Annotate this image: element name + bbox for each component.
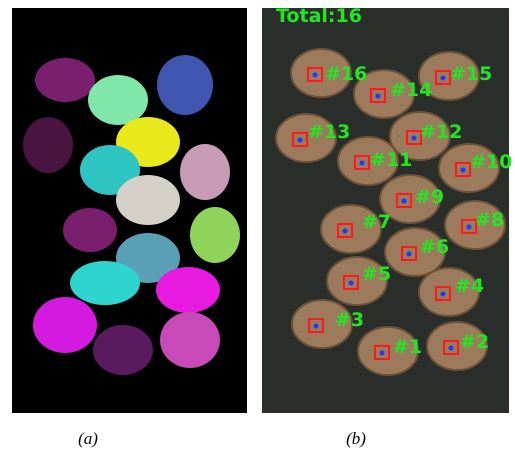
center-dot xyxy=(467,225,472,230)
center-dot xyxy=(461,168,466,173)
center-dot xyxy=(298,138,303,143)
segment-blob xyxy=(116,175,180,225)
center-dot xyxy=(441,76,446,81)
segment-blob xyxy=(93,325,153,375)
object-label: #3 xyxy=(335,309,364,331)
object-label: #1 xyxy=(393,336,422,358)
object-label: #5 xyxy=(362,263,391,285)
figure: #1#2#3#4#5#6#7#8#9#10#11#12#13#14#15#16 … xyxy=(0,0,515,450)
segment-blob xyxy=(180,144,230,200)
center-dot xyxy=(360,161,365,166)
object-label: #9 xyxy=(415,186,444,208)
object-label: #4 xyxy=(455,275,484,297)
center-dot xyxy=(380,351,385,356)
center-dot xyxy=(402,199,407,204)
center-dot xyxy=(314,324,319,329)
segment-blob xyxy=(156,267,220,313)
center-dot xyxy=(449,346,454,351)
segment-blob xyxy=(88,75,148,125)
segment-blob xyxy=(35,58,95,102)
object-label: #13 xyxy=(308,121,350,143)
object-label: #2 xyxy=(460,331,489,353)
center-dot xyxy=(313,73,318,78)
object-label: #14 xyxy=(390,79,432,101)
object-label: #7 xyxy=(362,211,391,233)
segment-blob xyxy=(23,117,73,173)
center-dot xyxy=(376,94,381,99)
object-label: #16 xyxy=(325,63,367,85)
object-label: #8 xyxy=(475,209,504,231)
object-label: #6 xyxy=(420,236,449,258)
center-dot xyxy=(412,136,417,141)
center-dot xyxy=(343,229,348,234)
total-count: Total:16 xyxy=(276,5,362,27)
object-label: #15 xyxy=(450,63,492,85)
object-label: #11 xyxy=(370,149,412,171)
object-label: #10 xyxy=(470,151,512,173)
caption: (b) xyxy=(346,429,366,448)
center-dot xyxy=(441,292,446,297)
object-label: #12 xyxy=(420,121,462,143)
segment-blob xyxy=(160,312,220,368)
segment-blob xyxy=(157,55,213,115)
segment-blob xyxy=(70,261,140,305)
segment-blob xyxy=(33,297,97,353)
center-dot xyxy=(349,281,354,286)
segment-blob xyxy=(63,208,117,252)
center-dot xyxy=(407,252,412,257)
segment-blob xyxy=(190,207,240,263)
caption: (a) xyxy=(78,429,98,448)
